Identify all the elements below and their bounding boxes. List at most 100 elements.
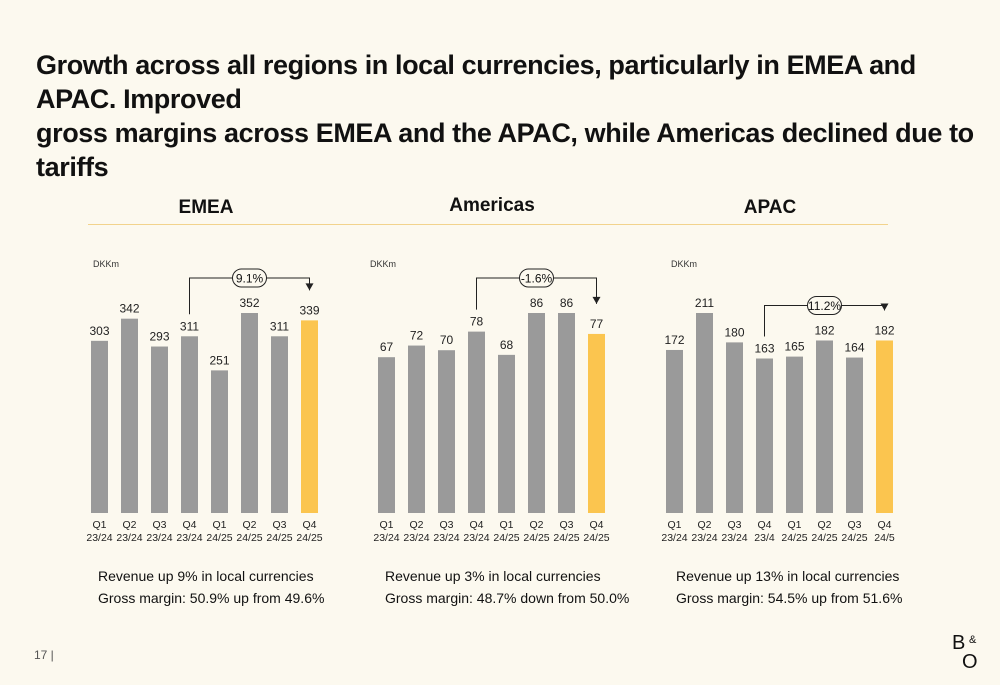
americas-caption: Revenue up 3% in local currencies Gross … <box>385 565 629 609</box>
emea-bar-2 <box>121 318 138 513</box>
americas-margin-note: Gross margin: 48.7% down from 50.0% <box>385 590 630 606</box>
logo-letter-b: B <box>952 632 965 654</box>
apac-tick-year-1: 23/24 <box>661 532 687 544</box>
apac-margin-note: Gross margin: 54.5% up from 51.6% <box>676 590 903 606</box>
apac-tick-year-8: 24/5 <box>874 532 895 544</box>
emea-value-label-1: 303 <box>89 324 109 338</box>
emea-tick-year-2: 23/24 <box>116 532 142 544</box>
apac-growth-arrowhead <box>880 303 889 311</box>
emea-tick-year-8: 24/25 <box>296 532 322 544</box>
apac-tick-year-5: 24/25 <box>781 532 807 544</box>
americas-tick-year-4: 23/24 <box>463 532 489 544</box>
americas-tick-year-1: 23/24 <box>373 532 399 544</box>
americas-tick-year-7: 24/25 <box>553 532 579 544</box>
apac-tick-quarter-1: Q1 <box>667 519 681 531</box>
americas-value-label-6: 86 <box>530 296 544 310</box>
americas-value-label-7: 86 <box>560 296 574 310</box>
apac-bar-1 <box>666 349 683 513</box>
emea-value-label-4: 311 <box>180 319 199 333</box>
emea-bar-3 <box>151 346 168 513</box>
emea-tick-year-6: 24/25 <box>236 532 262 544</box>
americas-tick-quarter-3: Q3 <box>439 519 453 531</box>
americas-bar-2 <box>408 345 425 513</box>
apac-revenue-note: Revenue up 13% in local currencies <box>676 568 900 584</box>
headline-line-1: Growth across all regions in local curre… <box>36 50 916 114</box>
apac-tick-quarter-3: Q3 <box>727 519 741 531</box>
americas-tick-quarter-6: Q2 <box>529 519 543 531</box>
apac-growth-pill <box>807 295 842 315</box>
americas-growth-pill <box>519 268 554 288</box>
emea-tick-quarter-8: Q4 <box>302 519 316 531</box>
emea-value-label-8: 339 <box>299 303 319 317</box>
apac-value-label-5: 165 <box>784 340 804 354</box>
americas-tick-quarter-7: Q3 <box>559 519 573 531</box>
logo-ampersand: & <box>969 634 977 646</box>
emea-tick-quarter-3: Q3 <box>152 519 166 531</box>
americas-bar-8 <box>588 333 605 513</box>
americas-bar-7 <box>558 313 575 513</box>
apac-bar-7 <box>846 357 863 513</box>
emea-value-label-3: 293 <box>149 330 169 344</box>
americas-tick-year-6: 24/25 <box>523 532 549 544</box>
americas-bar-6 <box>528 313 545 513</box>
emea-tick-year-5: 24/25 <box>206 532 232 544</box>
emea-growth-arrowhead <box>305 283 314 291</box>
apac-title: APAC <box>743 197 797 218</box>
apac-value-label-7: 164 <box>844 341 864 355</box>
apac-bar-5 <box>786 356 803 513</box>
americas-tick-quarter-5: Q1 <box>499 519 513 531</box>
apac-tick-year-7: 24/25 <box>841 532 867 544</box>
bang-olufsen-logo: B & O <box>952 632 978 670</box>
page-number: 17 | <box>34 648 54 662</box>
apac-tick-quarter-2: Q2 <box>697 519 711 531</box>
emea-tick-year-4: 23/24 <box>176 532 202 544</box>
apac-tick-quarter-6: Q2 <box>817 519 831 531</box>
americas-bar-4 <box>468 331 485 513</box>
apac-caption: Revenue up 13% in local currencies Gross… <box>676 565 902 609</box>
emea-bar-6 <box>241 313 258 513</box>
emea-value-label-5: 251 <box>209 353 229 367</box>
americas-value-label-5: 68 <box>500 338 514 352</box>
apac-bar-6 <box>816 340 833 513</box>
emea-value-label-6: 352 <box>239 296 259 310</box>
americas-bar-1 <box>378 357 395 513</box>
apac-tick-quarter-7: Q3 <box>847 519 861 531</box>
headline-line-2: gross margins across EMEA and the APAC, … <box>36 118 974 182</box>
apac-value-label-2: 211 <box>695 296 714 310</box>
emea-bar-chart: 303Q123/24342Q223/24293Q323/24311Q423/24… <box>86 268 323 544</box>
region-divider <box>88 224 888 225</box>
americas-growth-label: -1.6% <box>521 272 553 286</box>
emea-value-label-2: 342 <box>119 302 139 316</box>
americas-value-label-4: 78 <box>470 315 484 329</box>
emea-caption: Revenue up 9% in local currencies Gross … <box>98 565 324 609</box>
emea-margin-note: Gross margin: 50.9% up from 49.6% <box>98 590 325 606</box>
apac-tick-quarter-8: Q4 <box>877 519 891 531</box>
page-headline: Growth across all regions in local curre… <box>36 48 976 184</box>
emea-growth-label: 9.1% <box>236 272 264 286</box>
emea-bar-5 <box>211 370 228 513</box>
emea-title: EMEA <box>178 197 234 218</box>
apac-bar-3 <box>726 342 743 513</box>
americas-bar-chart: 67Q123/2472Q223/2470Q323/2478Q423/2468Q1… <box>373 268 610 544</box>
apac-value-label-6: 182 <box>814 323 834 337</box>
americas-tick-quarter-4: Q4 <box>469 519 483 531</box>
americas-tick-quarter-1: Q1 <box>379 519 393 531</box>
apac-value-label-4: 163 <box>754 341 774 355</box>
apac-value-label-1: 172 <box>664 333 684 347</box>
apac-tick-quarter-4: Q4 <box>757 519 771 531</box>
americas-value-label-3: 70 <box>440 333 454 347</box>
apac-bar-2 <box>696 313 713 513</box>
apac-bar-4 <box>756 358 773 513</box>
emea-bar-7 <box>271 336 288 513</box>
apac-value-label-8: 182 <box>874 323 894 337</box>
americas-tick-year-5: 24/25 <box>493 532 519 544</box>
emea-bar-1 <box>91 340 108 513</box>
apac-growth-label: 11.2% <box>808 299 841 313</box>
americas-value-label-2: 72 <box>410 329 424 343</box>
americas-tick-year-8: 24/25 <box>583 532 609 544</box>
americas-growth-arrowhead <box>592 296 601 304</box>
emea-value-label-7: 311 <box>270 319 289 333</box>
americas-unit-label: DKKm <box>370 259 397 269</box>
emea-unit-label: DKKm <box>93 259 120 269</box>
emea-tick-quarter-5: Q1 <box>212 519 226 531</box>
